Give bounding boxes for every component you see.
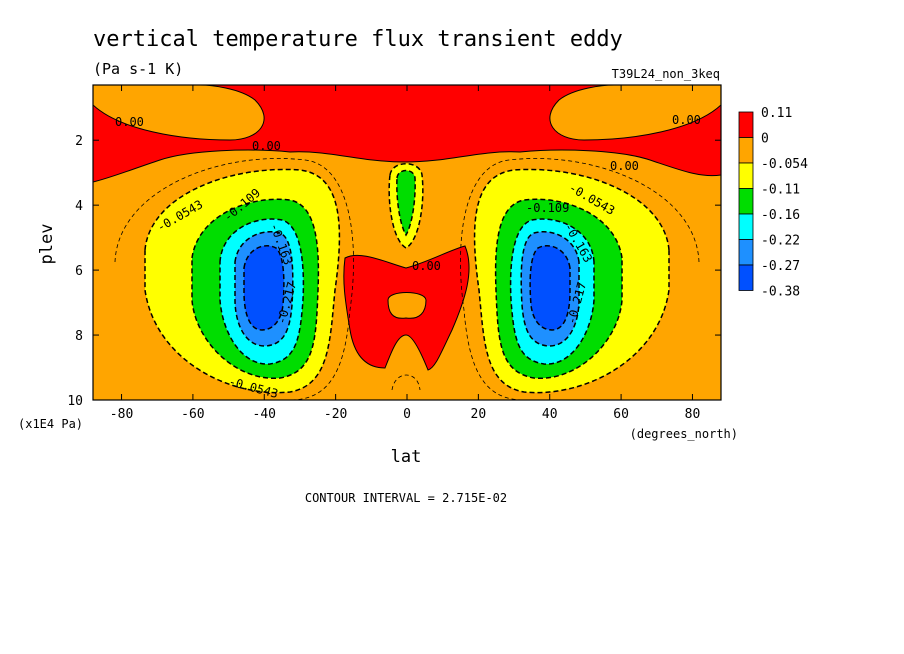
- contour-label: 0.00: [672, 113, 701, 127]
- top-left-notch: [93, 85, 265, 141]
- y-axis-title: plev: [37, 224, 57, 265]
- colorbar-swatch: [738, 111, 754, 138]
- units-label: (Pa s-1 K): [93, 60, 183, 78]
- colorbar-label: -0.11: [761, 183, 800, 198]
- x-tick-label: 40: [542, 407, 558, 422]
- x-tick-label: -40: [253, 407, 276, 422]
- north-outer-dash: [460, 158, 700, 400]
- colorbar-label: -0.22: [761, 234, 800, 249]
- north-level-min: [529, 245, 571, 331]
- equator-green-column: [396, 169, 416, 237]
- south-outer-dash: [114, 158, 354, 400]
- contour-label: 0.00: [412, 259, 441, 273]
- colorbar-swatch: [738, 162, 754, 189]
- equator-lower-dash: [391, 374, 421, 391]
- x-axis: -80 -60 -40 -20 0 20 40 60 80: [110, 85, 700, 422]
- colorbar-label: -0.38: [761, 285, 800, 300]
- colorbar-label: -0.16: [761, 208, 800, 223]
- south-level-min: [243, 245, 285, 331]
- colorbar-label: 0: [761, 132, 769, 147]
- contour-field: 0.00 0.00 0.00 0.00 0.00 -0.0543 -0.109 …: [93, 85, 721, 400]
- contour-label: 0.00: [115, 115, 144, 129]
- colorbar-swatch: [738, 188, 754, 215]
- y-tick-label: 8: [75, 329, 83, 344]
- y-tick-label: 2: [75, 134, 83, 149]
- contour-interval-text: CONTOUR INTERVAL = 2.715E-02: [305, 491, 507, 505]
- run-label: T39L24_non_3keq: [612, 67, 720, 81]
- south-cell: [144, 168, 341, 394]
- x-tick-label: -80: [110, 407, 133, 422]
- top-right-notch: [549, 85, 721, 141]
- x-tick-label: 0: [403, 407, 411, 422]
- y-tick-label: 10: [67, 394, 83, 409]
- chart-title: vertical temperature flux transient eddy: [93, 27, 623, 52]
- contour-label: 0.00: [610, 159, 639, 173]
- colorbar-swatch: [738, 239, 754, 266]
- contour-label: 0.00: [252, 139, 281, 153]
- y-tick-label: 6: [75, 264, 83, 279]
- colorbar-label: 0.11: [761, 106, 792, 121]
- equator-inner-notch: [387, 292, 427, 319]
- y-tick-label: 4: [75, 199, 83, 214]
- north-cell: [473, 168, 670, 394]
- y-units-label: (x1E4 Pa): [18, 417, 83, 431]
- y-axis: 2 4 6 8 10: [67, 134, 721, 409]
- x-axis-title: lat: [391, 447, 422, 467]
- x-tick-label: 60: [613, 407, 629, 422]
- colorbar-swatch: [738, 264, 754, 291]
- x-tick-label: -20: [324, 407, 347, 422]
- colorbar: 0.11 0 -0.054 -0.11 -0.16 -0.22 -0.27 -0.38: [738, 106, 808, 300]
- colorbar-label: -0.054: [761, 157, 808, 172]
- colorbar-swatch: [738, 137, 754, 164]
- contour-label: -0.109: [526, 201, 569, 215]
- x-tick-label: 80: [685, 407, 701, 422]
- x-tick-label: -60: [181, 407, 204, 422]
- x-tick-label: 20: [471, 407, 487, 422]
- colorbar-swatch: [738, 213, 754, 240]
- colorbar-label: -0.27: [761, 259, 800, 274]
- x-units-label: (degrees_north): [630, 427, 738, 441]
